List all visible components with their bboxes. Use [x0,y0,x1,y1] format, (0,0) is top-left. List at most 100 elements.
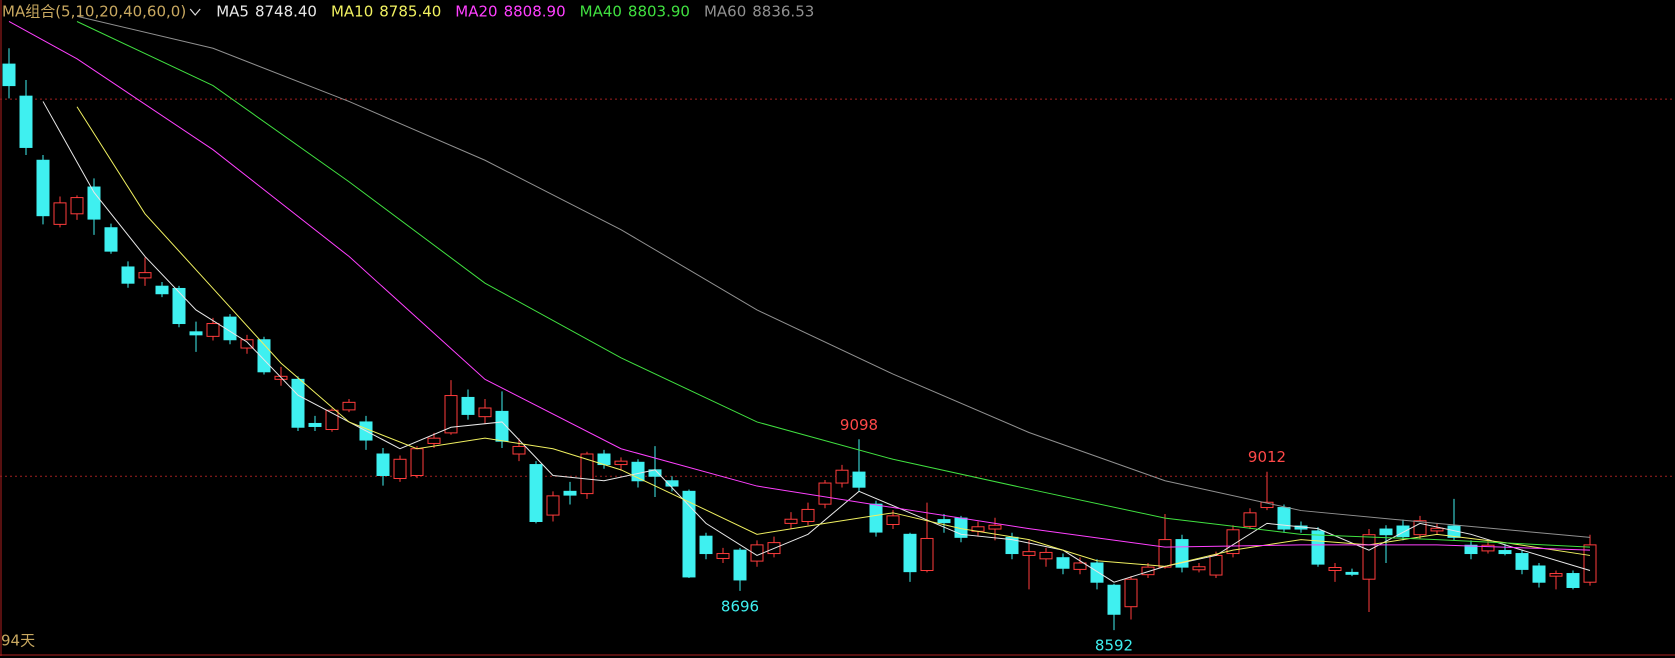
candle-body [1379,528,1393,536]
candle-body [1039,551,1053,560]
candle-body [937,519,951,524]
candle-body [716,553,730,559]
candle-body [1124,578,1138,608]
candle-body [1481,544,1495,552]
price-annotation: 9012 [1248,448,1286,466]
candle-body [1073,562,1087,570]
candle-body [478,407,492,418]
candle-body [818,482,832,505]
ma-line [76,21,1591,548]
candle-body [1056,557,1070,569]
candle-body [1192,566,1206,571]
candle-body [614,460,628,466]
candle-body [240,339,254,349]
candle-body [563,490,577,496]
candle-body [121,266,135,284]
candle-body [1107,584,1121,615]
candle-body [801,508,815,522]
legend-name: MA40 [580,3,622,21]
candle-body [784,518,798,524]
candle-body [1277,507,1291,530]
candle-body [546,495,560,516]
candle-body [886,515,900,526]
ma-line [76,106,1591,567]
legend-name: MA60 [704,3,746,21]
candle-body [580,453,594,495]
legend-value: 8748.40 [255,3,317,21]
price-annotation: 8696 [721,597,759,615]
candle-body [1022,551,1036,556]
candle-body [1328,567,1342,572]
candle-body [1515,553,1529,570]
ma-line [8,21,1591,551]
candle-body [733,549,747,581]
candle-body [529,464,543,522]
ma-line [42,101,1591,583]
candle-body [410,448,424,476]
candle-body [19,95,33,148]
candle-body [699,535,713,555]
candle-body [172,287,186,325]
candle-body [308,422,322,427]
candle-body [1498,550,1512,555]
candle-body [903,533,917,573]
legend-value: 8785.40 [379,3,441,21]
candle-body [665,480,679,487]
candle-body [1141,566,1155,576]
legend-value: 8836.53 [752,3,814,21]
candle-body [427,437,441,444]
candle-body [291,378,305,428]
candle-body [189,331,203,336]
candle-body [1311,530,1325,565]
candle-body [835,469,849,484]
candle-body [376,453,390,476]
candle-body [1413,520,1427,536]
legend-name: MA5 [216,3,249,21]
price-annotation: 9098 [840,416,878,434]
candle-body [223,316,237,341]
candle-body [393,458,407,480]
candle-body [1158,539,1172,568]
legend-value: 8808.90 [504,3,566,21]
candle-body [461,396,475,415]
candle-body [920,537,934,572]
price-annotation: 8592 [1095,637,1133,655]
candle-body [512,445,526,455]
candle-body [1209,554,1223,576]
candle-body [869,503,883,533]
candle-body [1345,571,1359,575]
candle-body [104,227,118,252]
candle-body [1549,573,1563,577]
candle-body [1430,527,1444,532]
indicator-title: MA组合(5,10,20,40,60,0) [2,3,186,21]
candle-body [988,524,1002,530]
candle-body [1532,565,1546,583]
candle-body [36,159,50,217]
candle-body [1583,544,1597,583]
candle-body [1396,525,1410,538]
candle-body [852,471,866,488]
legend-name: MA20 [455,3,497,21]
candle-body [1566,573,1580,588]
candle-body [1243,512,1257,527]
candle-body [206,323,220,337]
candle-body [1362,534,1376,580]
candle-body [1090,562,1104,583]
candle-body [138,272,152,279]
candle-body [444,395,458,434]
ma-line [76,15,1591,538]
candle-body [53,202,67,225]
legend-name: MA10 [331,3,373,21]
day-count: 94天 [1,632,35,650]
candle-body [2,63,16,87]
candle-body [342,401,356,411]
candle-body [1464,544,1478,555]
legend-value: 8803.90 [628,3,690,21]
candle-body [682,490,696,578]
candle-body [155,285,169,295]
dropdown-chevron[interactable] [189,8,201,16]
candle-body [70,197,84,215]
candle-body [1226,529,1240,555]
